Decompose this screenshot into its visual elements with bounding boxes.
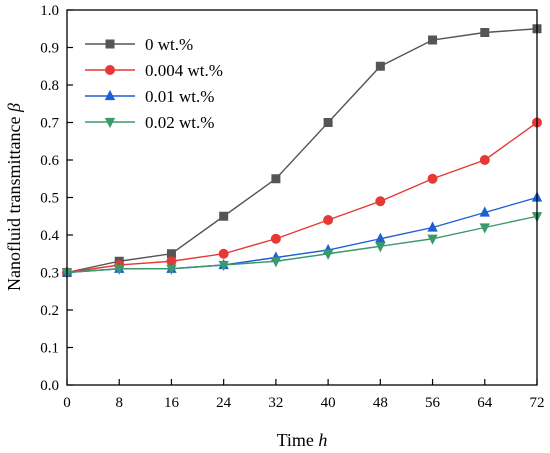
y-axis-variable: β [4,103,24,113]
legend-entry: 0.01 wt.% [85,87,214,106]
legend-label: 0.02 wt.% [145,113,214,132]
series-line [66,121,538,274]
x-tick-label: 56 [425,395,441,411]
data-point [479,155,490,165]
legend-entry: 0.02 wt.% [85,113,214,132]
legend-entry: 0.004 wt.% [85,61,223,80]
data-point [480,28,490,37]
legend-label: 0 wt.% [145,35,193,54]
plot-frame [66,9,538,386]
legend: 0 wt.% 0.004 wt.% 0.01 wt.% 0.02 wt.% [85,35,223,132]
data-point [427,221,438,232]
y-tick-label: 0.6 [40,153,59,169]
series-line [66,28,538,274]
data-point [166,256,177,267]
y-tick-label: 0.3 [40,266,59,282]
series-line [66,215,538,274]
data-point [218,260,229,272]
data-point [270,257,282,268]
series-line [66,196,538,274]
y-tick-label: 0.5 [40,191,59,207]
y-tick-label: 0.8 [40,78,59,94]
x-tick-label: 48 [373,395,388,411]
x-tick-label: 64 [477,395,493,411]
data-point [428,35,438,45]
x-tick-label: 72 [530,395,545,411]
x-axis-title: Time h [277,430,328,450]
data-point [323,118,333,127]
legend-label: 0.004 wt.% [145,61,223,80]
axis-ticks [66,9,538,386]
y-tick-label: 0.4 [40,228,59,244]
data-point [375,232,386,243]
data-point [323,215,334,225]
data-point [479,206,490,217]
data-point [105,65,115,75]
data-point [427,173,438,184]
data-point [479,223,490,234]
legend-entry: 0 wt.% [85,35,193,54]
x-axis-title-text: Time [277,430,314,450]
y-tick-label: 1.0 [40,3,59,19]
x-tick-label: 0 [63,395,71,411]
series-0 [62,24,542,277]
data-point [270,233,281,244]
y-tick-label: 0.1 [40,341,59,357]
y-tick-label: 0.2 [40,303,59,319]
x-axis-variable: h [318,430,327,450]
y-tick-label: 0.7 [40,116,59,132]
legend-label: 0.01 wt.% [145,87,214,106]
data-point [218,248,229,259]
data-point [114,264,125,275]
y-tick-label: 0.0 [40,378,59,394]
y-tick-label: 0.9 [40,41,59,57]
series-3 [61,212,543,279]
x-tick-label: 8 [115,395,123,411]
data-point [427,234,438,245]
x-tick-label: 40 [321,395,336,411]
tick-labels: 0 8 16 24 32 40 48 56 64 72 0.0 0.1 0.2 0.3 0.4 0.5 0.6 0… [40,3,544,411]
data-point [105,39,115,49]
x-tick-label: 24 [216,395,232,411]
data-point [375,242,386,253]
data-point [166,249,176,259]
data-point [104,117,116,129]
data-point [219,211,229,221]
data-point [104,89,116,101]
data-point [375,196,386,207]
series-layer [61,24,543,279]
data-point [166,264,177,275]
x-tick-label: 32 [268,395,283,411]
y-axis-title: Nanofluid transmittance β [4,103,24,291]
x-tick-label: 16 [164,395,180,411]
data-point [322,249,334,260]
y-axis-title-text: Nanofluid transmittance [4,117,24,291]
data-point [271,174,281,184]
data-point [375,61,385,71]
